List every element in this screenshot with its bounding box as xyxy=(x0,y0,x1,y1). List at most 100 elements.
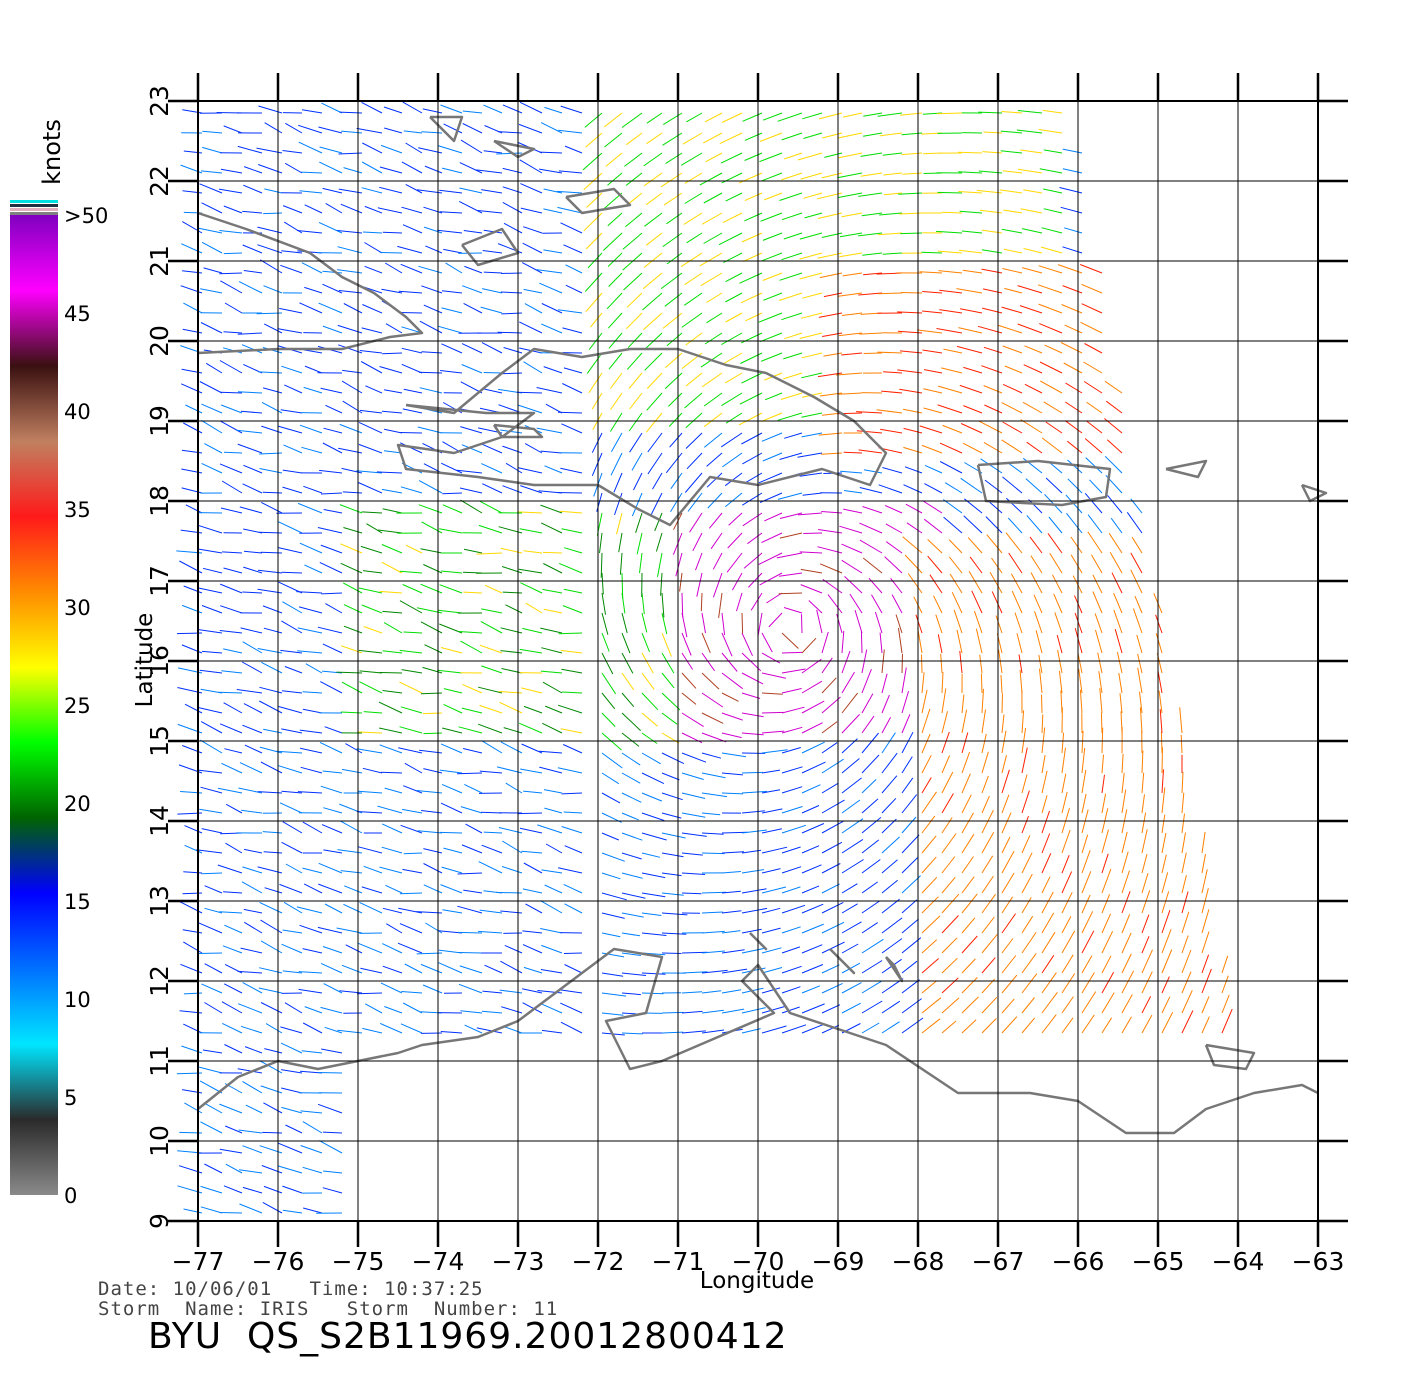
wind-barb xyxy=(841,692,858,714)
wind-barb xyxy=(400,263,423,274)
wind-barb xyxy=(1043,149,1063,154)
wind-barb xyxy=(197,587,223,594)
wind-barb xyxy=(821,901,844,914)
wind-barb xyxy=(183,992,203,995)
wind-barb xyxy=(863,469,883,474)
wind-barb xyxy=(968,570,983,594)
wind-barb xyxy=(989,571,1003,594)
wind-barb xyxy=(967,537,983,554)
wind-barb xyxy=(731,572,743,591)
wind-barb xyxy=(858,192,883,197)
wind-barb xyxy=(641,812,665,822)
wind-barb xyxy=(781,886,801,894)
wind-barb xyxy=(264,188,283,194)
wind-barb xyxy=(439,584,463,594)
wind-barb xyxy=(856,411,883,414)
wind-barb xyxy=(1121,891,1131,914)
wind-barb xyxy=(219,1212,243,1214)
wind-barb xyxy=(302,1022,323,1034)
wind-barb xyxy=(921,791,937,814)
wind-barb xyxy=(661,1031,684,1034)
wind-barb xyxy=(861,212,883,217)
wind-barb xyxy=(223,331,243,334)
wind-barb xyxy=(383,428,403,434)
wind-barb xyxy=(742,252,763,262)
wind-barb xyxy=(681,1010,703,1014)
wind-barb xyxy=(681,692,697,705)
wind-barb xyxy=(684,172,703,184)
wind-barb xyxy=(545,705,563,714)
wind-barb xyxy=(1041,972,1057,994)
wind-barb xyxy=(384,787,403,794)
wind-barb xyxy=(1110,517,1123,534)
coastline xyxy=(197,211,424,355)
wind-barb xyxy=(1137,653,1143,674)
wind-barb xyxy=(619,552,623,575)
wind-barb xyxy=(981,894,996,914)
wind-barb xyxy=(605,152,623,167)
wind-barb xyxy=(401,669,423,674)
wind-barb xyxy=(1201,931,1210,954)
wind-barb xyxy=(224,924,243,934)
wind-barb xyxy=(220,420,243,434)
wind-barb xyxy=(482,250,503,254)
wind-barb xyxy=(941,977,959,994)
wind-barb xyxy=(854,609,863,634)
wind-barb xyxy=(221,762,243,774)
wind-barb xyxy=(960,423,983,434)
wind-barb xyxy=(1001,872,1015,894)
wind-barb xyxy=(1040,246,1063,254)
wind-barb xyxy=(243,270,263,274)
wind-barb xyxy=(764,512,783,522)
wind-barb xyxy=(601,692,616,710)
wind-barb xyxy=(868,577,883,594)
wind-barb xyxy=(661,872,682,877)
wind-barb xyxy=(483,372,503,374)
lon-tick-label: −68 xyxy=(892,1247,945,1276)
wind-barb xyxy=(1007,517,1023,534)
wind-barb xyxy=(1104,455,1123,474)
wind-barb xyxy=(879,632,883,654)
wind-barb xyxy=(562,327,583,334)
wind-barb xyxy=(439,769,463,774)
wind-barb xyxy=(1064,420,1083,434)
wind-barb xyxy=(319,741,343,754)
wind-barb xyxy=(283,444,303,454)
wind-barb xyxy=(481,342,503,354)
wind-barb xyxy=(901,731,914,754)
wind-barb xyxy=(719,132,743,145)
wind-barb xyxy=(223,891,243,894)
wind-barb xyxy=(224,1044,243,1054)
wind-barb xyxy=(340,543,363,554)
wind-barb xyxy=(631,492,643,517)
wind-barb xyxy=(761,987,781,994)
wind-barb xyxy=(1041,912,1055,934)
wind-barb xyxy=(500,627,523,634)
wind-barb xyxy=(522,627,543,634)
wind-barb xyxy=(379,252,403,254)
wind-barb xyxy=(242,1145,263,1154)
wind-barb xyxy=(459,965,483,974)
wind-barb xyxy=(258,531,283,534)
wind-barb xyxy=(198,769,223,774)
wind-barb xyxy=(901,690,910,714)
wind-barb xyxy=(223,205,243,214)
wind-barb xyxy=(402,224,423,234)
wind-barb xyxy=(884,556,903,574)
wind-barb xyxy=(641,912,662,916)
wind-barb xyxy=(502,1025,523,1034)
wind-barb xyxy=(644,212,663,227)
wind-barb xyxy=(245,1104,263,1114)
wind-barb xyxy=(379,186,403,194)
wind-barb xyxy=(361,327,383,334)
wind-barb xyxy=(440,104,463,114)
wind-barb xyxy=(818,432,843,436)
wind-barb xyxy=(661,612,668,635)
wind-barb xyxy=(279,307,303,314)
wind-barb xyxy=(379,166,403,174)
wind-barb xyxy=(379,866,403,874)
wind-barb xyxy=(185,504,203,514)
wind-barb xyxy=(760,212,783,222)
wind-barb xyxy=(1221,955,1229,974)
wind-barb xyxy=(596,492,603,512)
